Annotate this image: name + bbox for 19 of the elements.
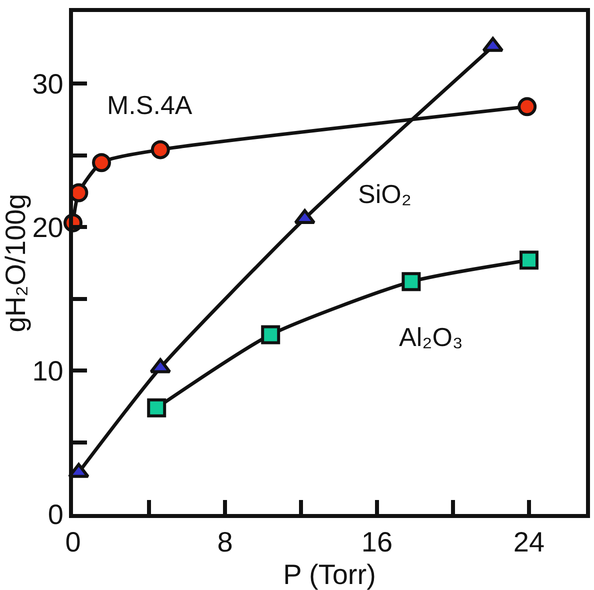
y-axis-title: gH₂O/100g — [0, 194, 31, 332]
x-axis-title: P (Torr) — [283, 559, 376, 590]
x-tick-label: 24 — [513, 526, 545, 558]
y-tick-label: 10 — [32, 355, 64, 386]
point — [92, 153, 111, 172]
y-tick-label: 30 — [32, 68, 64, 100]
y-tick-label: 20 — [32, 212, 64, 243]
series-label: M.S.4A — [107, 90, 193, 120]
point — [150, 140, 170, 160]
point — [147, 398, 166, 418]
y-tick-label: 0 — [48, 498, 64, 530]
point — [261, 325, 280, 344]
x-tick-label: 8 — [217, 526, 233, 558]
series-label: Al₂O₃ — [399, 322, 464, 352]
point — [518, 97, 537, 116]
point — [402, 272, 421, 292]
point — [520, 250, 538, 270]
x-tick-label: 16 — [361, 526, 393, 558]
series-label: SiO₂ — [358, 179, 412, 209]
